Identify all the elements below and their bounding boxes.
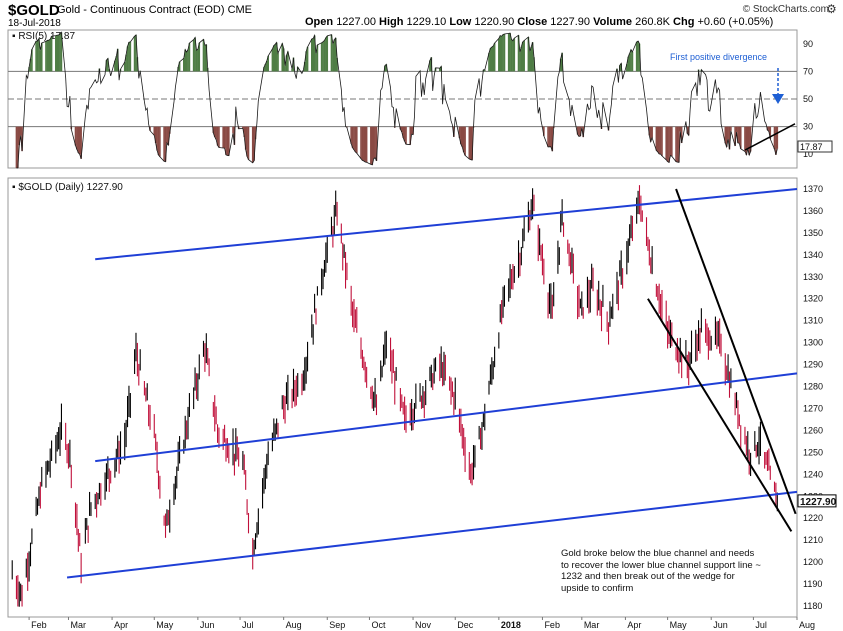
price-tick-label: 1190: [803, 579, 822, 589]
low-value: 1220.90: [474, 16, 515, 28]
price-tick-label: 1370: [803, 184, 823, 194]
price-tick-label: 1350: [803, 228, 823, 238]
x-tick-label: Aug: [286, 620, 302, 630]
symbol-description: Gold - Continuous Contract (EOD) CME: [57, 4, 252, 16]
high-label: High: [379, 16, 404, 28]
x-tick-label: Mar: [584, 620, 600, 630]
rsi-tick-label: 70: [803, 66, 813, 76]
x-tick-label: Feb: [31, 620, 47, 630]
rsi-last-value: 17.87: [800, 142, 823, 152]
last-price-box: [797, 494, 837, 508]
price-tick-label: 1250: [803, 447, 823, 457]
x-tick-label: Jul: [242, 620, 254, 630]
price-tick-label: 1360: [803, 206, 823, 216]
price-tick-label: 1260: [803, 425, 823, 435]
price-tick-label: 1320: [803, 294, 823, 304]
rsi-line: [16, 31, 778, 169]
trendline-middle-blue-channel: [95, 372, 798, 463]
x-tick-label: Jun: [713, 620, 728, 630]
x-tick-label: Dec: [457, 620, 474, 630]
rsi-tick-label: 50: [803, 94, 813, 104]
price-tick-label: 1340: [803, 250, 823, 260]
price-tick-label: 1240: [803, 469, 823, 479]
volume-value: 260.8K: [635, 16, 670, 28]
price-tick-label: 1270: [803, 403, 823, 413]
price-tick-label: 1330: [803, 272, 823, 282]
x-tick-label: Apr: [114, 620, 128, 630]
price-tick-label: 1280: [803, 382, 823, 392]
x-tick-label: Jun: [200, 620, 215, 630]
change-label: Chg: [673, 16, 695, 28]
last-price-label: 1227.90: [800, 497, 837, 508]
volume-label: Volume: [593, 16, 633, 28]
trendline-lower-blue-channel: [66, 490, 798, 579]
rsi-divergence-line: [744, 123, 796, 151]
x-tick-label: Feb: [544, 620, 560, 630]
price-tick-label: 1310: [803, 316, 823, 326]
price-title: ▪ $GOLD (Daily) 1227.90: [12, 182, 123, 193]
brand-text: © StockCharts.com: [742, 4, 829, 15]
wedge-annotation: Gold broke below the blue channel and ne…: [561, 548, 761, 594]
rsi-title: ▪ RSI(5) 17.87: [12, 31, 75, 42]
trendline-wedge-upper: [675, 188, 797, 515]
x-tick-label: Nov: [415, 620, 432, 630]
x-tick-label: Apr: [627, 620, 641, 630]
close-label: Close: [517, 16, 548, 28]
x-tick-label: Oct: [371, 620, 386, 630]
close-value: 1227.90: [550, 16, 591, 28]
trendline-upper-blue-channel: [95, 187, 798, 261]
x-tick-label: 2018: [501, 620, 521, 630]
x-tick-label: May: [670, 620, 688, 630]
price-tick-label: 1290: [803, 360, 823, 370]
rsi-tick-label: 90: [803, 39, 813, 49]
high-value: 1229.10: [406, 16, 447, 28]
quote-date: 18-Jul-2018: [8, 18, 61, 29]
divergence-arrow-head: [772, 94, 784, 104]
open-label: Open: [305, 16, 334, 28]
gear-icon[interactable]: ⚙: [826, 2, 837, 16]
brand-watermark: © StockCharts.com: [743, 4, 829, 15]
x-tick-label: May: [156, 620, 174, 630]
x-tick-label: Sep: [329, 620, 345, 630]
low-label: Low: [449, 16, 472, 28]
symbol-title: $GOLD: [8, 2, 60, 19]
x-tick-label: Jul: [755, 620, 767, 630]
rsi-tick-label: 10: [803, 149, 813, 159]
open-value: 1227.00: [336, 16, 376, 28]
price-tick-label: 1210: [803, 535, 823, 545]
x-tick-label: Aug: [799, 620, 815, 630]
price-tick-label: 1220: [803, 513, 823, 523]
rsi-divergence-annotation: First positive divergence: [670, 52, 767, 62]
price-panel-frame: [7, 177, 798, 618]
price-tick-label: 1180: [803, 601, 822, 611]
rsi-tick-label: 30: [803, 122, 813, 132]
x-tick-label: Mar: [70, 620, 86, 630]
exchange-label: CME: [227, 4, 253, 16]
rsi-last-value-box: [797, 140, 833, 153]
contract-description: Gold - Continuous Contract (EOD): [57, 4, 225, 16]
price-tick-label: 1300: [803, 338, 823, 348]
change-value: +0.60 (+0.05%): [697, 16, 774, 28]
price-tick-label: 1200: [803, 557, 823, 567]
trendline-wedge-lower: [647, 298, 793, 532]
quote-line: Open 1227.00 High 1229.10 Low 1220.90 Cl…: [305, 16, 773, 28]
